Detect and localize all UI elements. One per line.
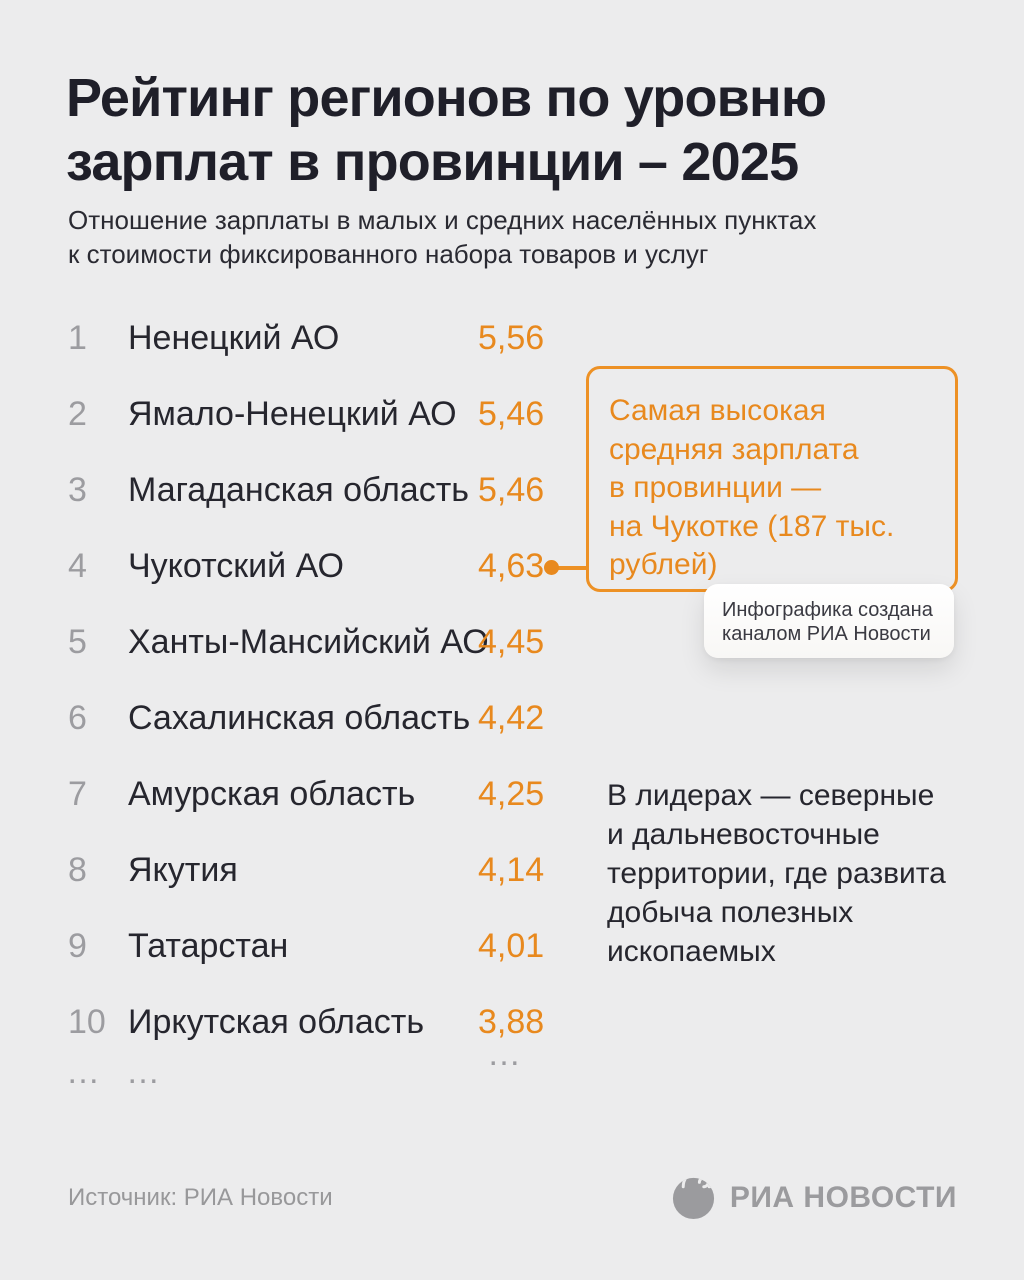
rank-cell: 6	[68, 699, 87, 737]
callout-line: средняя зарплата	[609, 432, 859, 466]
annotation-line: В лидерах — северные	[607, 779, 935, 812]
rank-cell: 9	[68, 927, 87, 965]
table-row: 1 Ненецкий АО 5,56	[68, 320, 588, 356]
value-cell: 4,45	[478, 623, 545, 661]
value-cell: 3,88	[478, 1003, 545, 1041]
region-cell: Магаданская область	[128, 471, 469, 509]
table-row: 3 Магаданская область 5,46	[68, 472, 588, 508]
table-row: 5 Ханты-Мансийский АО 4,45	[68, 624, 588, 660]
credit-note-line: каналом РИА Новости	[722, 622, 931, 645]
rank-cell: 1	[68, 319, 87, 357]
rank-cell: 5	[68, 623, 87, 661]
callout-box: Самая высокая средняя зарплата в провинц…	[586, 366, 958, 592]
truncation-ellipsis-value: …	[487, 1035, 523, 1073]
region-cell: Ямало-Ненецкий АО	[128, 395, 457, 433]
ria-globe-icon	[670, 1174, 717, 1221]
rank-cell: 8	[68, 851, 87, 889]
callout-line: Самая высокая	[609, 394, 826, 427]
table-row: 6 Сахалинская область 4,42	[68, 700, 588, 736]
table-row: 8 Якутия 4,14	[68, 852, 588, 888]
ria-logo-text: РИА НОВОСТИ	[729, 1180, 957, 1214]
value-cell: 5,56	[478, 319, 545, 357]
truncation-ellipsis-rank: …	[66, 1053, 102, 1091]
callout-line: в провинции —	[609, 471, 822, 504]
region-cell: Иркутская область	[128, 1003, 425, 1041]
ranking-table: 1 Ненецкий АО 5,56 2 Ямало-Ненецкий АО 5…	[68, 320, 588, 1080]
region-cell: Татарстан	[128, 927, 289, 965]
page-subtitle-line-2: к стоимости фиксированного набора товаро…	[68, 239, 709, 269]
value-cell: 5,46	[478, 395, 545, 433]
annotation-note: В лидерах — северные и дальневосточные т…	[607, 776, 997, 971]
table-row: 9 Татарстан 4,01	[68, 928, 588, 964]
credit-note-line: Инфографика создана	[722, 599, 933, 621]
source-label: Источник: РИА Новости	[68, 1184, 333, 1211]
page-subtitle: Отношение зарплаты в малых и средних нас…	[68, 203, 816, 271]
table-row: 4 Чукотский АО 4,63	[68, 548, 588, 584]
page-title: Рейтинг регионов по уровню зарплат в про…	[66, 66, 827, 194]
table-row: 2 Ямало-Ненецкий АО 5,46	[68, 396, 588, 432]
value-cell: 4,14	[478, 851, 545, 889]
region-cell: Сахалинская область	[128, 699, 471, 737]
region-cell: Амурская область	[128, 775, 416, 813]
truncation-ellipsis-region: …	[126, 1053, 162, 1091]
page-subtitle-line-1: Отношение зарплаты в малых и средних нас…	[68, 205, 817, 235]
rank-cell: 7	[68, 775, 87, 813]
region-cell: Якутия	[128, 851, 238, 889]
value-cell: 4,25	[478, 775, 545, 813]
table-row: 7 Амурская область 4,25	[68, 776, 588, 812]
value-cell: 4,42	[478, 699, 545, 737]
region-cell: Ханты-Мансийский АО	[128, 623, 489, 661]
value-cell: 4,63	[478, 547, 545, 585]
credit-note-card: Инфографика создана каналом РИА Новости	[704, 584, 954, 658]
value-cell: 4,01	[478, 927, 545, 965]
annotation-line: ископаемых	[607, 935, 776, 968]
callout-connector-dot	[544, 560, 559, 575]
annotation-line: территории, где развита	[607, 857, 946, 890]
table-row: 10 Иркутская область 3,88	[68, 1004, 588, 1040]
region-cell: Ненецкий АО	[128, 319, 340, 357]
rank-cell: 3	[68, 471, 87, 509]
annotation-line: и дальневосточные	[607, 818, 880, 851]
region-cell: Чукотский АО	[128, 547, 344, 585]
value-cell: 5,46	[478, 471, 545, 509]
ria-logo: РИА НОВОСТИ	[670, 1174, 957, 1221]
callout-connector-line	[551, 566, 588, 570]
page-title-line-2: зарплат в провинции – 2025	[66, 132, 799, 192]
rank-cell: 10	[68, 1003, 106, 1041]
annotation-line: добыча полезных	[607, 896, 854, 929]
callout-line: рублей)	[609, 548, 718, 581]
rank-cell: 4	[68, 547, 87, 585]
page-title-line-1: Рейтинг регионов по уровню	[66, 68, 827, 128]
callout-line: на Чукотке (187 тыс.	[609, 509, 895, 543]
rank-cell: 2	[68, 395, 87, 433]
